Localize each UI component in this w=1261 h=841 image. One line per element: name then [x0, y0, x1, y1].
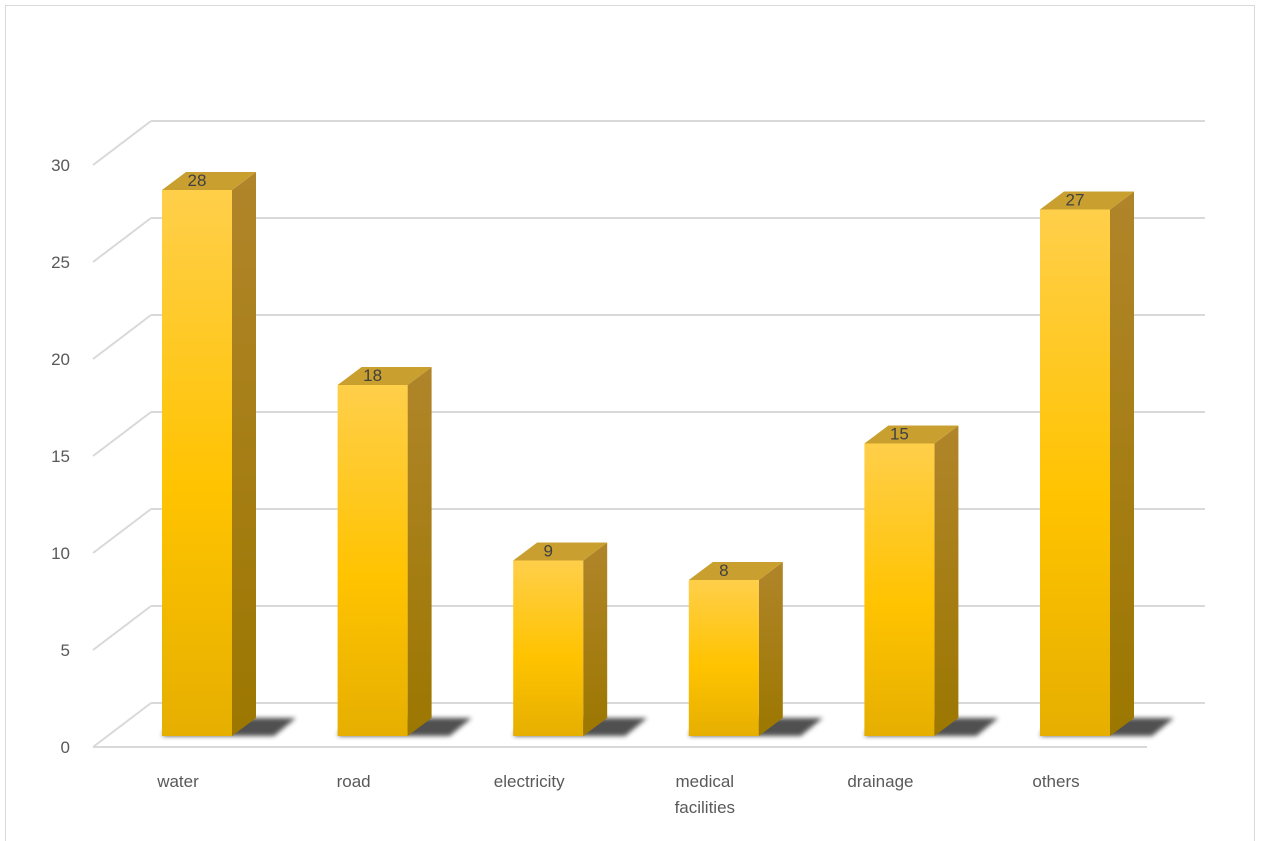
y-axis: 0 5 10 15 20 25 30	[51, 156, 70, 757]
y-tick-label: 20	[51, 350, 70, 369]
data-label: 28	[188, 171, 207, 190]
bar-side	[934, 425, 959, 736]
x-tick-label: medical	[676, 772, 735, 791]
gridline-side-0	[92, 702, 152, 748]
bar-front	[513, 560, 584, 736]
data-label: 27	[1066, 191, 1085, 210]
x-tick-label: others	[1032, 772, 1079, 791]
bar-others	[1040, 191, 1174, 736]
bar-top	[513, 542, 608, 561]
y-tick-label: 10	[51, 544, 70, 563]
data-label: 9	[543, 542, 552, 561]
y-tick-label: 25	[51, 253, 70, 272]
bar-front	[688, 580, 759, 736]
bar-top	[864, 425, 959, 444]
bar-front	[864, 443, 935, 736]
bar-drainage	[864, 425, 999, 736]
gridline-side-30	[92, 120, 152, 166]
bar-top	[162, 172, 256, 190]
x-tick-label: drainage	[847, 772, 913, 791]
bar-top	[688, 562, 783, 580]
labels: 28 water 18 road 9 electricity 8 medical facilit…	[156, 171, 1084, 817]
bar-front	[1040, 209, 1110, 736]
bar-road	[337, 367, 472, 736]
gridline-side-25	[92, 217, 152, 263]
gridline-side-10	[92, 508, 152, 554]
gridline-side-20	[92, 314, 152, 360]
data-label: 8	[719, 561, 728, 580]
data-label: 18	[363, 366, 382, 385]
bar-side	[407, 367, 432, 736]
x-tick-label: road	[337, 772, 371, 791]
bar-side	[583, 542, 608, 736]
bar-side	[758, 562, 783, 736]
bar-front	[162, 190, 232, 736]
data-label: 15	[890, 425, 909, 444]
bars	[162, 172, 1174, 736]
y-tick-label: 0	[61, 738, 70, 757]
x-tick-label: water	[156, 772, 199, 791]
x-tick-label: facilities	[675, 798, 735, 817]
gridlines	[92, 120, 1205, 748]
x-tick-label: electricity	[494, 772, 565, 791]
y-tick-label: 15	[51, 447, 70, 466]
y-tick-label: 30	[51, 156, 70, 175]
bar-side	[1110, 191, 1134, 736]
bar-top	[337, 367, 432, 385]
bar-electricity	[513, 542, 648, 736]
gridline-side-15	[92, 411, 152, 457]
bar-top	[1040, 191, 1134, 210]
y-tick-label: 5	[61, 641, 70, 660]
bar-medical-facilities	[688, 562, 823, 736]
bar-water	[162, 172, 296, 736]
bar-side	[232, 172, 256, 736]
gridline-side-5	[92, 605, 152, 651]
bar-front	[337, 385, 408, 736]
